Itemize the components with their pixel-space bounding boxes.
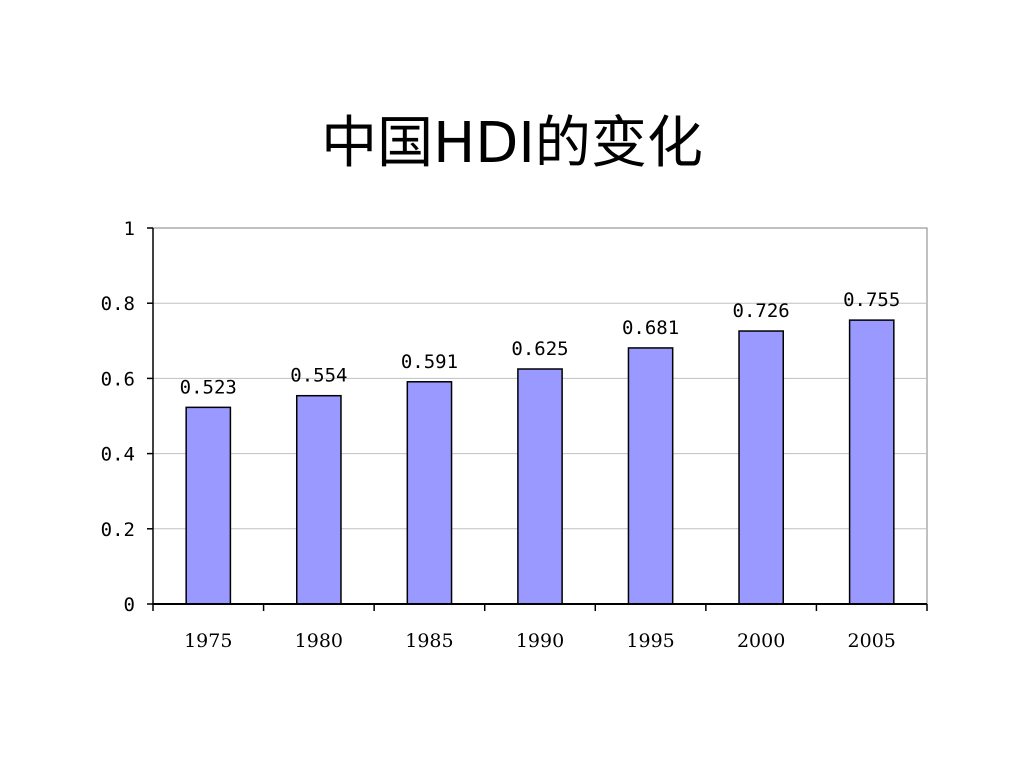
y-tick-label: 1 [124,218,135,240]
bar-layer [185,319,895,605]
y-tick-label: 0.6 [101,368,135,390]
data-label: 0.554 [290,365,347,387]
y-tick-label: 0.2 [101,519,135,541]
x-tick-label: 1995 [626,630,674,652]
bar-1975 [185,406,232,605]
bar-1980 [295,394,342,605]
axis-layer [147,227,928,611]
y-tick-label: 0 [124,594,135,616]
x-tick-label: 1990 [516,630,564,652]
x-tick-label: 1985 [405,630,453,652]
data-label: 0.681 [622,317,679,339]
chart-title: 中国HDI的变化 [321,111,703,176]
bar-1985 [406,381,453,605]
bar-1990 [517,368,563,605]
bar-2005 [848,319,895,605]
label-layer: 0 0.2 0.4 0.6 0.8 1 0.523 1975 0.554 1980 0.591 198… [101,218,901,652]
bar-1995 [627,347,674,605]
x-tick-label: 1975 [184,630,232,652]
data-label: 0.755 [843,289,900,311]
data-label: 0.591 [401,351,458,373]
y-tick-label: 0.4 [101,444,135,466]
bar-2000 [738,330,785,605]
x-tick-label: 2000 [737,630,785,652]
x-tick-label: 2005 [848,630,896,652]
data-label: 0.726 [733,300,790,322]
x-tick-label: 1980 [295,630,343,652]
y-tick-label: 0.8 [101,293,135,315]
data-label: 0.523 [180,376,237,398]
data-label: 0.625 [511,338,568,360]
